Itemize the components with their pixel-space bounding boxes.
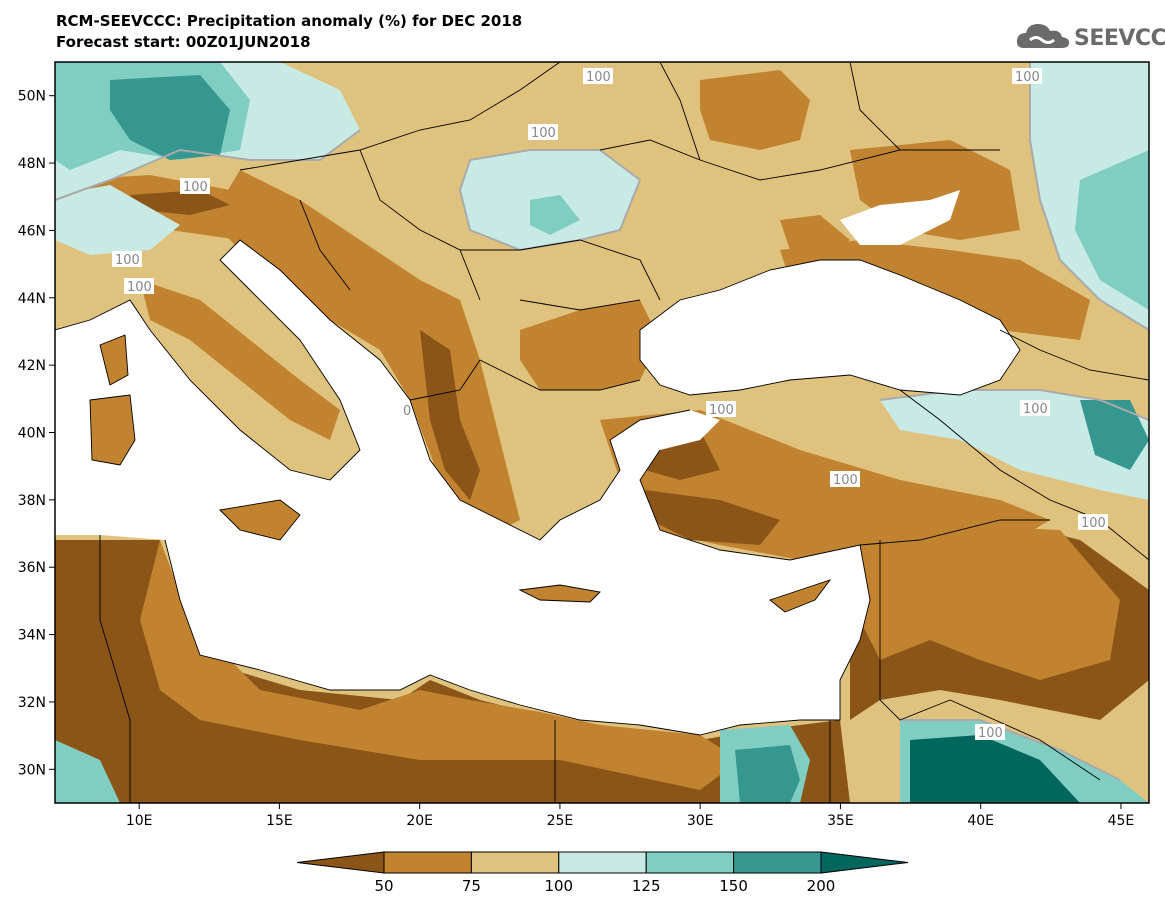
anomaly-region-africa-medium: [140, 540, 740, 790]
lon-tick-label: 25E: [547, 813, 574, 829]
colorbar-swatch: [470, 851, 560, 874]
colorbar-swatch: [645, 851, 735, 874]
forecast-start-subtitle: Forecast start: 00Z01JUN2018: [56, 33, 311, 51]
colorbar-label: 150: [719, 877, 748, 895]
longitude-axis: 10E 15E 20E 25E 30E 35E 40E 45E: [126, 803, 1134, 829]
colorbar-swatch: [733, 851, 822, 874]
contour-label: 100: [183, 180, 208, 195]
contour-labels: 100 100 100 100 100 100 100 100 100 100 …: [112, 68, 1108, 741]
anomaly-region-hungary-mid: [530, 195, 580, 235]
colorbar-label: 75: [462, 877, 481, 895]
colorbar-label: 50: [374, 877, 393, 895]
colorbar-swatch: [296, 851, 385, 874]
contour-100-line: [879, 389, 1149, 421]
colorbar: 50 75 100 125 150 200: [296, 851, 909, 895]
contour-label: 100: [709, 403, 734, 418]
logo-text: SEEVCCC: [1074, 26, 1165, 51]
anomaly-region-alps-dark: [130, 190, 230, 215]
colorbar-label: 100: [544, 877, 573, 895]
colorbar-label: 125: [632, 877, 661, 895]
colorbar-swatch: [383, 851, 472, 874]
anomaly-region-sinai-dark: [735, 745, 800, 803]
mediterranean-sea: [55, 240, 870, 735]
lat-tick-label: 46N: [18, 223, 46, 239]
colorbar-swatch: [558, 851, 647, 874]
anomaly-region-east-teal-mid: [1075, 150, 1149, 310]
sardinia-island: [90, 395, 135, 465]
lat-tick-label: 38N: [18, 493, 46, 509]
contour-label: 0: [403, 404, 411, 419]
latitude-axis: 50N 48N 46N 44N 42N 40N 38N 36N 34N 32N 30N: [18, 89, 55, 778]
anomaly-region-anatolia-east: [880, 390, 1149, 500]
contour-label: 100: [978, 726, 1003, 741]
anomaly-region-italy: [140, 280, 340, 440]
lat-tick-label: 40N: [18, 426, 46, 442]
anomaly-region-nw-africa-teal: [55, 740, 120, 803]
lon-tick-label: 45E: [1108, 813, 1135, 829]
lon-tick-label: 20E: [406, 813, 433, 829]
anomaly-region-ukraine: [700, 70, 810, 150]
contour-label: 100: [586, 70, 611, 85]
crete-island: [520, 585, 600, 602]
anomaly-region-romania: [520, 300, 660, 390]
lat-tick-label: 36N: [18, 560, 46, 576]
lat-tick-label: 48N: [18, 156, 46, 172]
anomaly-region-turkey-dark2: [645, 490, 780, 545]
contour-label: 100: [833, 473, 858, 488]
contour-label: 100: [115, 253, 140, 268]
seevccc-logo: SEEVCCC: [1014, 18, 1165, 62]
anomaly-region-balkans-dark: [420, 330, 480, 500]
lat-tick-label: 30N: [18, 762, 46, 778]
contour-label: 100: [1081, 516, 1106, 531]
lat-tick-label: 50N: [18, 89, 46, 105]
cloud-icon: [1016, 24, 1070, 48]
lon-tick-label: 15E: [266, 813, 293, 829]
contour-100-line: [900, 719, 1121, 781]
black-sea: [640, 260, 1020, 395]
colorbar-label: 200: [807, 877, 836, 895]
map-plot-area: 100 100 100 100 100 100 100 100 100 100 …: [55, 62, 1149, 803]
sardinia-corsica-sea: [55, 400, 90, 500]
map-title: RCM-SEEVCCC: Precipitation anomaly (%) f…: [56, 12, 523, 30]
lon-tick-label: 40E: [967, 813, 994, 829]
lat-tick-label: 34N: [18, 628, 46, 644]
lat-tick-label: 32N: [18, 695, 46, 711]
contour-100-line: [55, 129, 361, 201]
anomaly-region-anatolia-east-dark: [1080, 400, 1149, 470]
contour-label: 100: [531, 126, 556, 141]
contour-label: 100: [1015, 70, 1040, 85]
contour-100-line: [1029, 62, 1149, 331]
lon-tick-label: 10E: [126, 813, 153, 829]
anomaly-region-nw-teal-edge: [55, 185, 180, 255]
lon-tick-label: 30E: [687, 813, 714, 829]
anomaly-region-levant-medium: [860, 525, 1120, 680]
sea-of-azov: [840, 190, 960, 245]
colorbar-swatch: [820, 851, 909, 874]
crimea-peninsula: [780, 215, 850, 255]
contour-label: 100: [1023, 402, 1048, 417]
anomaly-region-central-europe-dark: [110, 75, 230, 160]
lon-tick-label: 35E: [827, 813, 854, 829]
lat-tick-label: 44N: [18, 291, 46, 307]
anomaly-region-red-sea-dark: [910, 735, 1080, 803]
contour-100-line: [458, 149, 642, 252]
country-borders: [55, 62, 1149, 803]
contour-label: 100: [127, 280, 152, 295]
lat-tick-label: 42N: [18, 358, 46, 374]
cyprus-island: [770, 580, 830, 612]
